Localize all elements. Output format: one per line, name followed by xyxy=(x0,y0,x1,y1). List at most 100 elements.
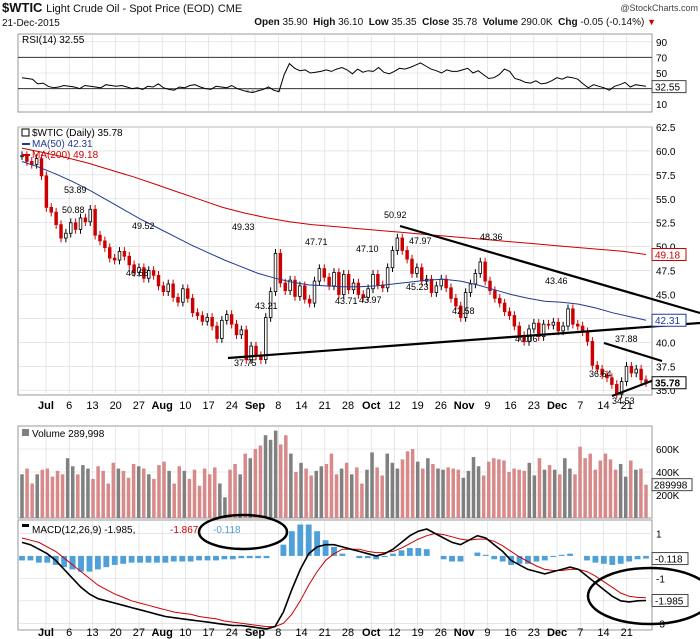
candle-body xyxy=(385,267,390,289)
candle-body xyxy=(546,323,551,326)
candle-body xyxy=(434,285,439,293)
macd-histogram-bar xyxy=(449,555,455,562)
price-annotation: 49.33 xyxy=(232,222,255,232)
macd-histogram-bar xyxy=(331,546,337,556)
volume-bar xyxy=(309,475,313,518)
volume-bar xyxy=(476,466,481,518)
macd-histogram-bar xyxy=(213,555,219,561)
macd-histogram-bar xyxy=(482,554,489,556)
volume-bar xyxy=(446,467,450,518)
volume-bar xyxy=(278,444,283,518)
candle-body xyxy=(93,208,97,236)
volume-bar xyxy=(91,478,95,518)
volume-bar xyxy=(461,477,466,518)
macd-x-tick-label: 10 xyxy=(179,627,191,639)
price-annotation: 45.23 xyxy=(406,282,429,292)
macd-histogram-bar xyxy=(128,555,135,563)
candle-body xyxy=(283,282,287,292)
macd-histogram-bar xyxy=(567,553,574,556)
price-y-tick-label: 52.5 xyxy=(656,219,676,230)
macd-x-tick-label: 7 xyxy=(577,627,583,639)
candle-body xyxy=(415,267,419,274)
ma200-legend: MA(200) 49.18 xyxy=(32,150,99,161)
candle-body xyxy=(244,329,248,360)
macd-histogram-bar xyxy=(187,555,194,562)
candle-body xyxy=(249,345,253,360)
volume-bar xyxy=(349,474,354,518)
macd-histogram-bar xyxy=(196,555,202,561)
price-annotation: 40.06 xyxy=(515,334,538,344)
volume-bar xyxy=(141,468,146,518)
rsi-line xyxy=(21,62,647,94)
rsi-y-tick-label: 50 xyxy=(656,69,668,80)
trend-line xyxy=(603,341,663,363)
candle-body xyxy=(493,290,497,299)
macd-x-tick-label: 17 xyxy=(202,627,214,639)
candle-body xyxy=(590,340,595,366)
volume-bar xyxy=(30,483,34,518)
volume-bar xyxy=(273,430,278,518)
candle-body xyxy=(103,240,107,248)
volume-bar xyxy=(136,466,141,518)
volume-bar xyxy=(370,452,374,518)
volume-bar xyxy=(213,467,217,518)
macd-x-tick-label: 24 xyxy=(226,627,238,639)
volume-bar xyxy=(65,458,70,518)
macd-x-tick-label: 20 xyxy=(110,627,122,639)
candle-body xyxy=(322,268,326,278)
annotation-circle xyxy=(197,513,289,551)
volume-bar xyxy=(481,475,486,518)
volume-bar xyxy=(375,467,379,518)
macd-x-tick-label: 19 xyxy=(412,627,424,639)
macd-legend-hist: -0.118 xyxy=(213,525,241,536)
macd-histogram-bar xyxy=(491,555,498,560)
macd-x-tick-label: 13 xyxy=(86,627,98,639)
grid-lines xyxy=(18,34,652,630)
macd-x-tick-label: 21 xyxy=(319,627,331,639)
volume-bar xyxy=(248,458,253,518)
volume-bar xyxy=(111,462,116,518)
macd-x-tick-label: Jul xyxy=(38,627,54,639)
price-x-tick-label: 21 xyxy=(621,400,633,412)
volume-bar xyxy=(167,470,171,518)
candle-body xyxy=(317,268,322,282)
volume-bar xyxy=(456,469,461,518)
price-x-tick-label: 27 xyxy=(133,400,145,412)
volume-bar xyxy=(319,466,324,518)
signal-line xyxy=(21,532,647,628)
macd-histogram-bar xyxy=(550,555,557,558)
macd-histogram-bar xyxy=(314,531,321,556)
volume-bar xyxy=(421,468,425,518)
macd-histogram-bar xyxy=(626,555,633,562)
volume-bar xyxy=(116,468,121,518)
macd-x-tick-label: 26 xyxy=(435,627,447,639)
candle-body xyxy=(541,323,546,338)
volume-bar xyxy=(162,461,166,518)
volume-bar xyxy=(563,458,567,518)
volume-bar xyxy=(629,460,633,518)
volume-bar xyxy=(243,453,247,518)
macd-histogram-bar xyxy=(474,552,481,556)
price-annotation: 42.58 xyxy=(452,306,475,316)
macd-histogram-bar xyxy=(558,554,565,556)
price-last-value: 35.78 xyxy=(655,379,680,390)
macd-frame xyxy=(17,519,653,631)
volume-bar xyxy=(618,463,623,518)
macd-x-tick-label: 9 xyxy=(484,627,490,639)
price-x-tick-label: 19 xyxy=(412,400,424,412)
instrument-name: Light Crude Oil - Spot Price (EOD) xyxy=(46,3,215,15)
macd-histogram-bar xyxy=(19,555,25,561)
volume-bar xyxy=(542,469,547,518)
macd-histogram-bar xyxy=(592,555,599,563)
volume-bar xyxy=(55,470,60,518)
macd-x-tick-label: Aug xyxy=(151,627,172,639)
macd-x-tick-label: 27 xyxy=(133,627,145,639)
volume-bar xyxy=(360,483,364,518)
price-x-tick-label: 21 xyxy=(319,400,331,412)
candle-body xyxy=(410,258,414,274)
candle-body xyxy=(624,365,629,382)
volume-bar xyxy=(557,474,562,518)
candle-body xyxy=(39,158,44,177)
candle-body xyxy=(449,287,453,299)
